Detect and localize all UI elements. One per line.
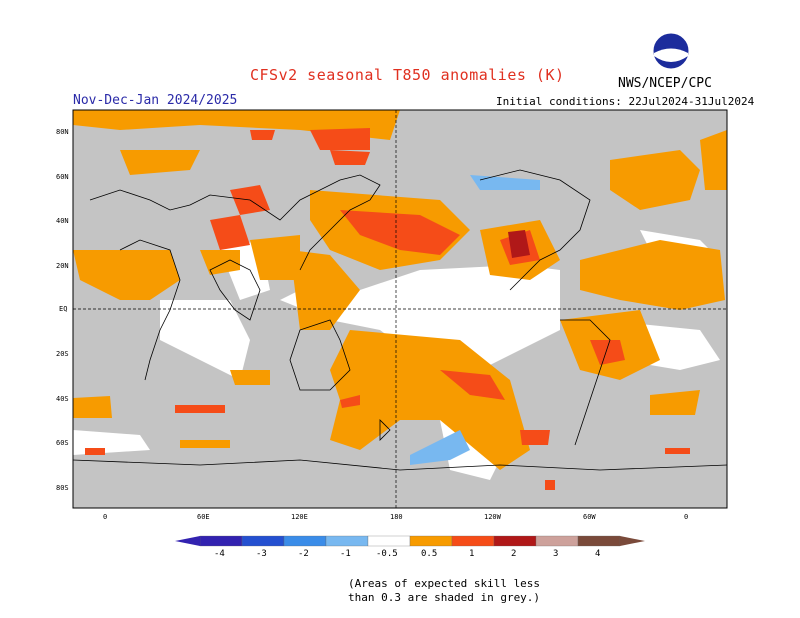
colorbar-swatch [283, 535, 327, 547]
skill-note-line: than 0.3 are shaded in grey.) [348, 591, 541, 604]
colorbar-swatch [535, 535, 579, 547]
noaa-logo [652, 32, 690, 70]
lon-label: 60W [583, 513, 596, 521]
lat-label: 20N [56, 262, 69, 270]
colorbar-swatch [199, 535, 243, 547]
colorbar-swatch [367, 535, 411, 547]
initial-conditions: Initial conditions: 22Jul2024-31Jul2024 [496, 95, 755, 108]
lon-label: 180 [390, 513, 403, 521]
map-border [72, 109, 728, 509]
colorbar-label: 4 [595, 549, 601, 559]
lat-label: 80S [56, 484, 69, 492]
colorbar-swatch [409, 535, 453, 547]
organization-label: NWS/NCEP/CPC [618, 76, 712, 91]
coastlines [72, 169, 728, 471]
chart-title: CFSv2 seasonal T850 anomalies (K) [250, 66, 565, 84]
colorbar-label: -2 [298, 549, 309, 559]
colorbar-swatch [325, 535, 369, 547]
colorbar-swatch [577, 535, 621, 547]
lon-label: 60E [197, 513, 210, 521]
colorbar-label: 0.5 [421, 549, 438, 559]
lon-label: 120E [291, 513, 308, 521]
skill-note: (Areas of expected skill less than 0.3 a… [348, 577, 540, 605]
colorbar-left-arrow [175, 536, 200, 546]
colorbar-swatch [451, 535, 495, 547]
colorbar [175, 535, 645, 547]
colorbar-right-arrow [620, 536, 645, 546]
blue-anomaly-regions [410, 175, 540, 465]
season-label: Nov-Dec-Jan 2024/2025 [73, 93, 238, 108]
colorbar-label: 1 [469, 549, 475, 559]
lat-label: 80N [56, 128, 69, 136]
skill-note-line: (Areas of expected skill less [348, 577, 541, 590]
colorbar-swatch [493, 535, 537, 547]
colorbar-swatch [241, 535, 285, 547]
lat-label: 60S [56, 439, 69, 447]
colorbar-label: -0.5 [376, 549, 398, 559]
colorbar-label: 2 [511, 549, 517, 559]
lat-label: EQ [59, 305, 68, 313]
orange-anomaly-regions [73, 110, 727, 470]
red-anomaly-regions [85, 128, 690, 490]
colorbar-label: 3 [553, 549, 559, 559]
lat-label: 20S [56, 350, 69, 358]
colorbar-label: -4 [214, 549, 225, 559]
lon-label: 0 [684, 513, 689, 521]
lat-label: 40N [56, 217, 69, 225]
colorbar-label: -1 [340, 549, 351, 559]
darkred-anomaly-regions [508, 230, 530, 258]
lon-label: 0 [103, 513, 108, 521]
colorbar-label: -3 [256, 549, 267, 559]
lat-label: 60N [56, 173, 69, 181]
lat-label: 40S [56, 395, 69, 403]
lon-label: 120W [484, 513, 501, 521]
